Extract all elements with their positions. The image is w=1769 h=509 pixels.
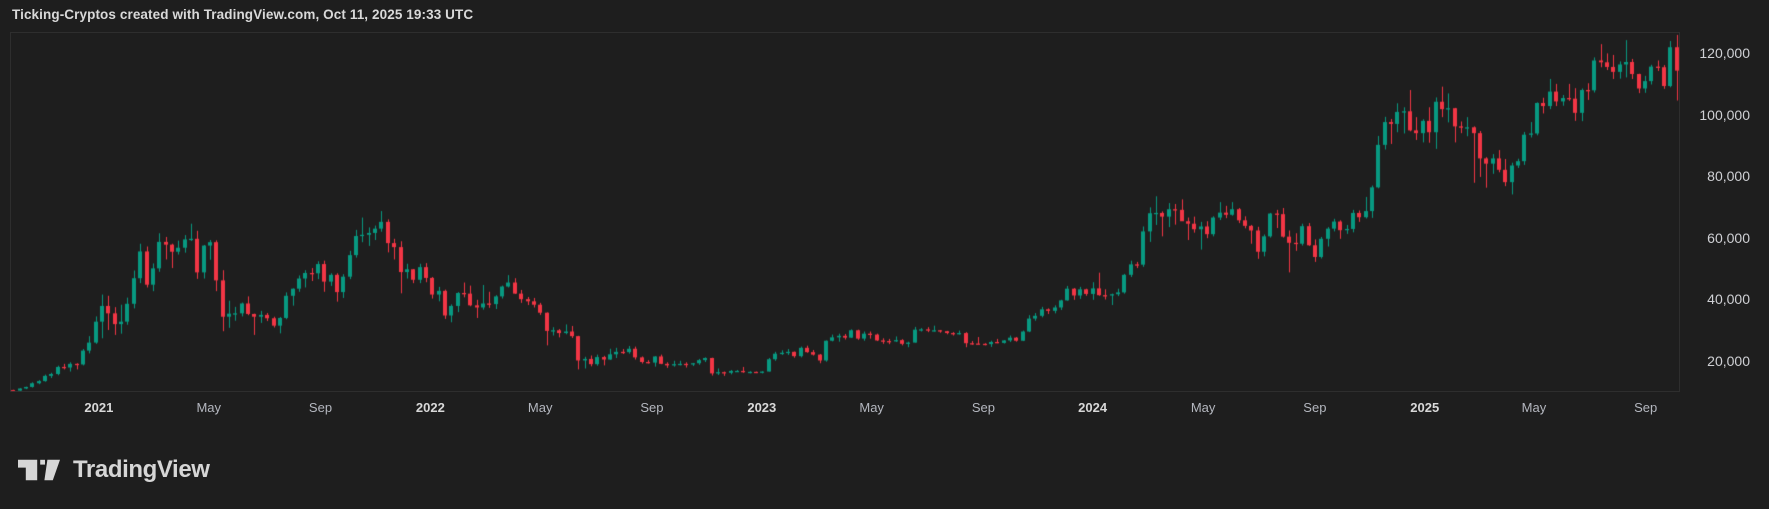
time-axis-month-label: May	[859, 400, 884, 415]
tradingview-logo-icon	[18, 459, 60, 481]
time-axis-month-label: May	[196, 400, 222, 415]
price-axis-label: 60,000	[1707, 229, 1750, 246]
price-axis-label: 20,000	[1707, 353, 1750, 369]
time-axis-year-label: 2025	[1410, 400, 1440, 415]
time-axis-month-label: Sep	[308, 400, 333, 415]
time-axis-month-label: May	[1190, 400, 1216, 415]
time-axis-month-label: May	[527, 400, 553, 415]
time-axis-month-label: Sep	[640, 400, 664, 415]
time-axis-year-label: 2021	[84, 400, 114, 415]
price-axis-label: 40,000	[1707, 291, 1750, 308]
price-axis-label: 80,000	[1707, 168, 1750, 185]
price-axis-label: 120,000	[1699, 45, 1750, 61]
price-axis-label: 100,000	[1699, 106, 1750, 123]
tradingview-logo-text: TradingView	[73, 456, 210, 483]
time-axis-month-label: Sep	[1303, 400, 1327, 415]
tradingview-logo[interactable]: TradingView	[18, 453, 210, 487]
time-axis-month-label: Sep	[971, 400, 995, 415]
time-axis-year-label: 2022	[415, 400, 445, 415]
time-axis-month-label: Sep	[1634, 400, 1658, 415]
time-axis-year-label: 2023	[747, 400, 777, 415]
time-axis-year-label: 2024	[1078, 400, 1108, 415]
time-axis-month-label: May	[1521, 400, 1547, 415]
